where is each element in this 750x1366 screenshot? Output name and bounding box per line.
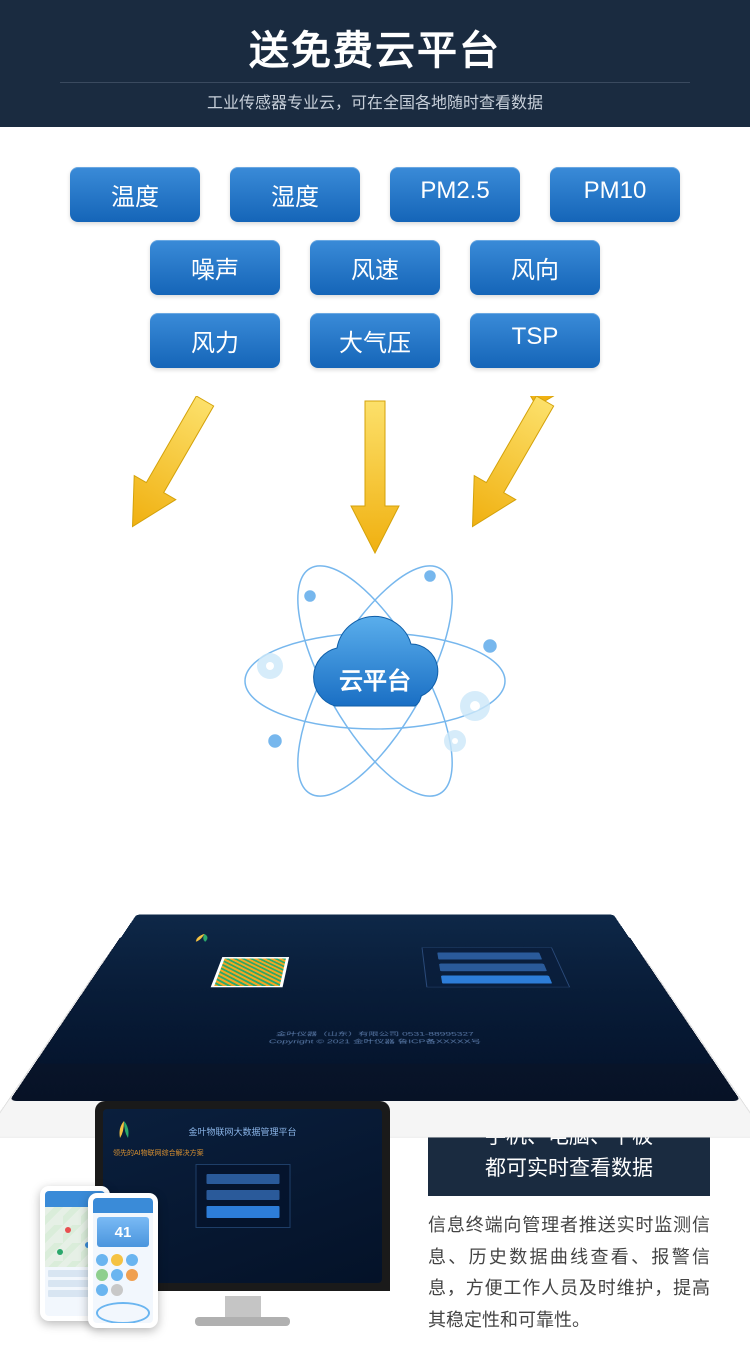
login-button	[441, 976, 552, 984]
phone-dashboard: 41	[88, 1193, 158, 1328]
perspective-screens: 金叶仪器（山东）有限公司 0531-88995327 Copyright © 2…	[0, 816, 750, 1066]
pill-pressure: 大气压	[310, 313, 440, 368]
pill-windforce: 风力	[150, 313, 280, 368]
slab-footer: 金叶仪器（山东）有限公司 0531-88995327 Copyright © 2…	[48, 1030, 701, 1045]
pill-temperature: 温度	[70, 167, 200, 222]
cloud-platform-icon: 云平台	[225, 551, 525, 816]
pill-pm10: PM10	[550, 167, 680, 222]
devices-mockup: 领先的AI物联网综合解决方案 金叶物联网大数据管理平台	[40, 1101, 400, 1326]
cloud-label: 云平台	[339, 667, 411, 695]
monitor-slogan: 领先的AI物联网综合解决方案	[113, 1148, 204, 1158]
flow-diagram: 云平台	[0, 396, 750, 816]
header-title: 送免费云平台	[0, 18, 750, 76]
pill-windspeed: 风速	[310, 240, 440, 295]
pill-winddir: 风向	[470, 240, 600, 295]
pill-humidity: 湿度	[230, 167, 360, 222]
username-field	[437, 952, 542, 959]
metric-value: 41	[97, 1217, 149, 1247]
pill-pm25: PM2.5	[390, 167, 520, 222]
password-field	[439, 964, 547, 972]
qr-code-icon	[211, 957, 289, 987]
pill-noise: 噪声	[150, 240, 280, 295]
feature-line2: 都可实时查看数据	[438, 1153, 700, 1185]
monitor-login	[195, 1164, 290, 1228]
monitor-title: 金叶物联网大数据管理平台	[103, 1125, 382, 1138]
login-panel	[422, 947, 571, 987]
slab-front: 金叶仪器（山东）有限公司 0531-88995327 Copyright © 2…	[36, 914, 714, 1063]
sensor-pills: 温度 湿度 PM2.5 PM10 噪声 风速 风向 风力 大气压 TSP	[0, 127, 750, 396]
header-subtitle: 工业传感器专业云，可在全国各地随时查看数据	[0, 89, 750, 113]
pill-tsp: TSP	[470, 313, 600, 368]
header-banner: 送免费云平台 工业传感器专业云，可在全国各地随时查看数据	[0, 0, 750, 127]
feature-description: 信息终端向管理者推送实时监测信息、历史数据曲线查看、报警信息，方便工作人员及时维…	[428, 1210, 710, 1336]
leaf-logo-icon	[186, 933, 218, 944]
